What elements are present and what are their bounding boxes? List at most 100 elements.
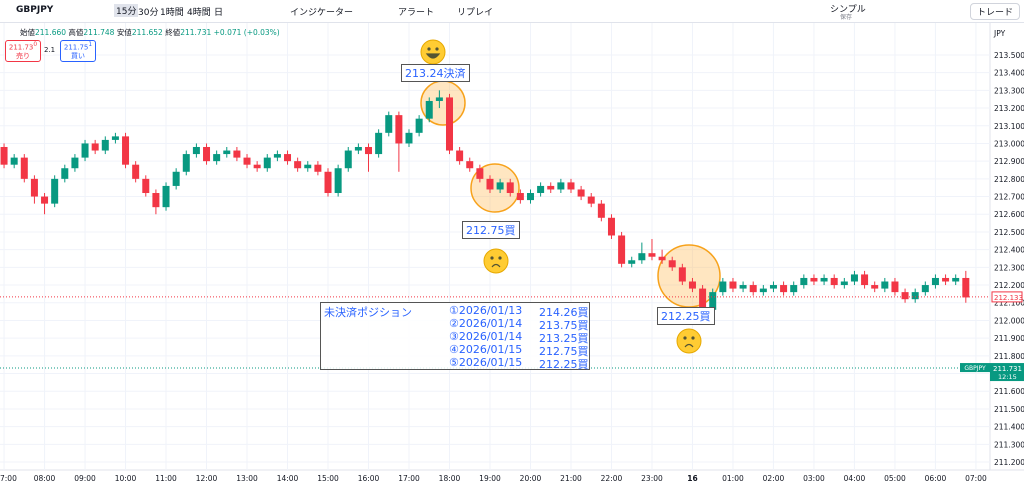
emoji-eye [498,256,502,260]
buy-button[interactable]: 211.751 買い [60,40,96,63]
x-tick-label: 18:00 [439,474,461,483]
candle-body [243,157,251,165]
ref-name: GBPJPY [964,365,986,372]
cell: 212.25買 [539,358,589,371]
candle-body [162,185,170,208]
candle-body [587,196,595,204]
cell: ②2026/01/14 [449,317,523,330]
interval[interactable]: 日 [214,8,224,18]
cell: ④2026/01/15 [449,343,523,356]
y-tick-label: 213.300 [994,86,1024,95]
candle-body [365,146,373,155]
annotation: 213.24決済 [401,64,470,82]
y-tick-label: 213.000 [994,139,1024,148]
x-tick-label: 23:00 [641,474,663,483]
candle-body [800,277,808,286]
candle-body [962,277,970,298]
candle-body [567,182,575,190]
interval[interactable]: 4時間 [187,8,211,18]
candle-body [213,154,221,162]
ohlc-header: 始値211.660 高値211.748 安値211.652 終値211.731 … [20,27,280,38]
candle-body [537,185,545,194]
x-tick-label: 11:00 [155,474,177,483]
label: 高値 [68,28,84,37]
y-tick-label: 212.600 [994,210,1024,219]
candle-body [840,281,848,286]
trade-button[interactable]: トレード [970,3,1021,20]
cell: ⑤2026/01/15 [449,356,523,369]
y-tick-label: 211.900 [994,334,1024,343]
y-tick-label: 212.100 [994,299,1024,308]
ref-time: 12:15 [998,373,1017,381]
candle-body [668,260,676,268]
position-table: 未決済ポジション ①2026/01/13 214.26買 ②2026/01/14 2… [320,302,590,371]
candle-body [192,146,200,155]
alert-button[interactable]: アラート [398,8,435,18]
candle-body [41,196,49,204]
candle-body [911,292,919,300]
x-tick-label: 04:00 [844,474,866,483]
interval[interactable]: 30分 [138,8,159,18]
x-tick-label: 12:00 [196,474,218,483]
x-tick-label: 05:00 [884,474,906,483]
candle-body [749,285,757,293]
x-tick-label: 16:00 [358,474,380,483]
candle-body [405,132,413,144]
candle-body [699,288,707,310]
candle-body [496,182,504,190]
emoji-eye [427,47,431,51]
symbol[interactable]: GBPJPY [16,5,54,15]
y-tick-label: 212.700 [994,193,1024,202]
interval[interactable]: 15分 [114,4,139,17]
interval[interactable]: 1時間 [160,8,184,18]
candle-body [233,150,241,158]
save-state: 保存 [840,14,853,21]
price-axis [990,22,1024,486]
y-tick-label: 211.400 [994,423,1024,432]
candle-body [547,185,555,190]
candle-body [688,281,696,289]
candle-body [51,178,59,204]
candle-body [61,168,69,179]
candle-body [344,150,352,169]
replay-button[interactable]: リプレイ [457,8,494,18]
y-tick-label: 212.200 [994,281,1024,290]
candle-body [952,277,960,282]
candle-body [0,146,8,165]
candle-body [354,146,362,151]
x-tick-label: 21:00 [560,474,582,483]
candle-body [456,150,464,162]
candle-body [729,281,737,289]
candle-body [861,274,869,286]
candle-body [466,161,474,169]
sell-button[interactable]: 211.730 売り [5,40,41,63]
candle-body [203,146,211,162]
candle-body [638,253,646,261]
candle-body [830,277,838,286]
toolbar: GBPJPY 15分 30分 1時間 4時間 日 インジケーター アラート リプ… [0,0,1024,23]
x-tick-label: 10:00 [115,474,137,483]
emoji-mouth [684,343,694,348]
candle-body [30,178,38,197]
x-tick-label: 15:00 [317,474,339,483]
candle-body [294,161,302,169]
x-tick-label: 19:00 [479,474,501,483]
spread: 2.1 [44,46,56,55]
candle-body [891,281,899,293]
x-tick-label: 13:00 [236,474,258,483]
candle-body [273,154,281,158]
emoji-mouth [425,53,441,59]
indicators-button[interactable]: インジケーター [290,8,354,18]
candle-body [223,150,231,155]
candle-body [790,285,798,293]
pip: 1 [88,42,93,48]
candle-body [942,277,950,282]
cell: 212.75買 [539,345,589,358]
x-tick-label: 17:00 [398,474,420,483]
candle-body [709,292,717,310]
x-tick-label: 20:00 [520,474,542,483]
label: 始値 [20,28,35,37]
table-title: 未決済ポジション [324,306,412,319]
candle-body [931,277,939,286]
layout-name[interactable]: シンプル [830,5,866,15]
